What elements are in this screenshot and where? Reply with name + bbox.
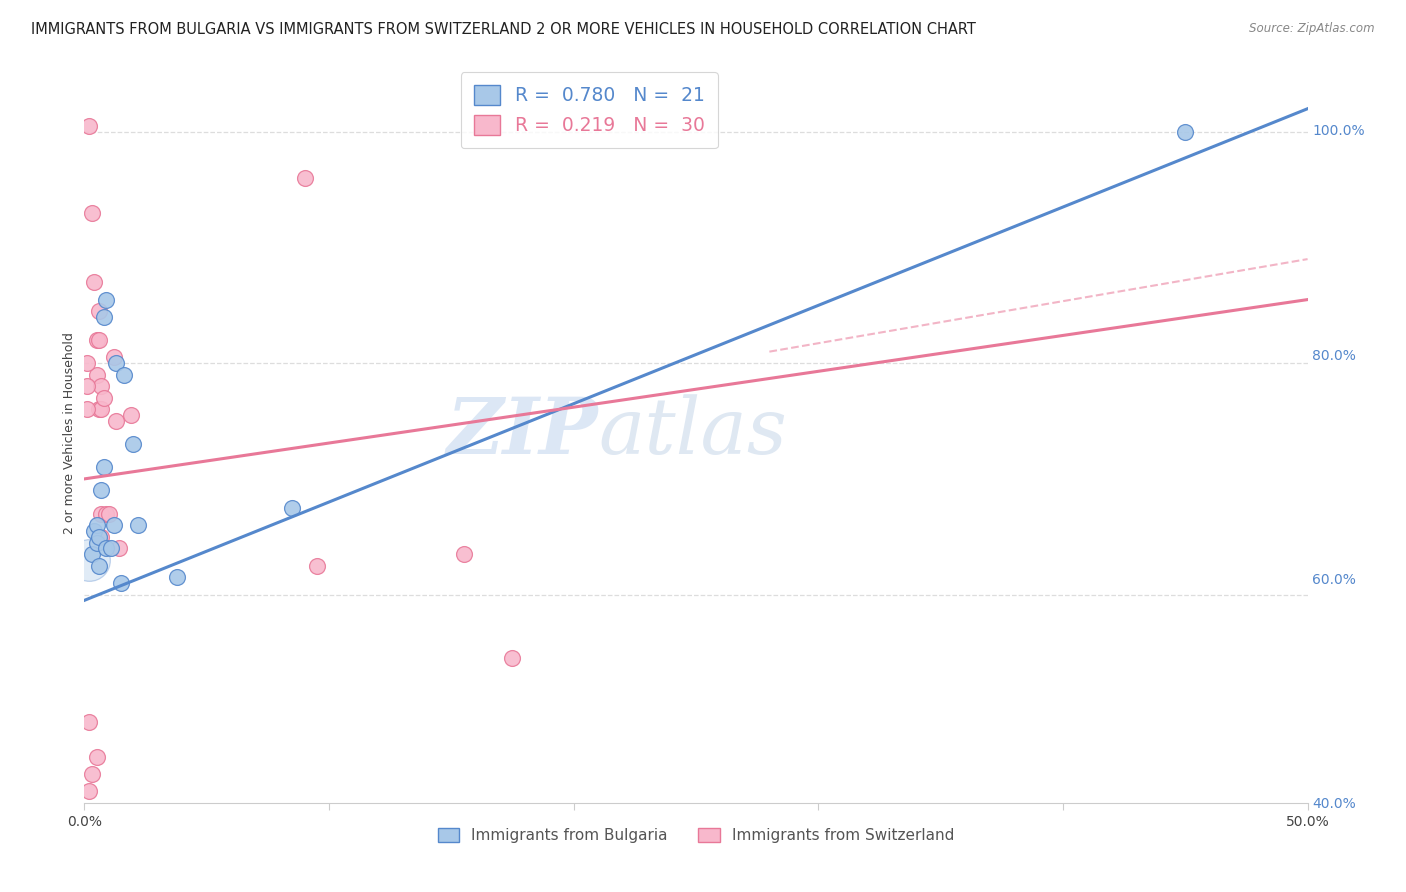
Point (97, 507, 120, 521)
Point (281, 500, 304, 515)
Point (96, 293, 118, 307)
Point (453, 547, 475, 561)
Point (103, 351, 125, 365)
Point (105, 356, 128, 370)
Point (86, 535, 108, 549)
Point (502, 651, 524, 665)
Point (103, 518, 125, 533)
Point (76, 379, 98, 393)
Point (93, 310, 115, 324)
Point (86, 333, 108, 347)
Point (87, 402, 110, 417)
Point (90, 402, 112, 417)
Point (1174, 125, 1197, 139)
Point (86, 518, 108, 533)
Point (90, 483, 112, 498)
Point (80, 767, 103, 781)
Point (96, 507, 118, 521)
Text: ZIP: ZIP (447, 394, 598, 471)
Point (107, 541, 129, 556)
Point (83, 275, 105, 289)
Point (86, 368, 108, 382)
Point (86, 749, 108, 764)
Y-axis label: 2 or more Vehicles in Household: 2 or more Vehicles in Household (63, 332, 76, 533)
Point (127, 518, 149, 533)
Point (90, 530, 112, 544)
Point (93, 391, 115, 405)
Text: Source: ZipAtlas.com: Source: ZipAtlas.com (1250, 22, 1375, 36)
Point (294, 171, 316, 186)
Text: atlas: atlas (598, 394, 787, 471)
Point (120, 409, 142, 423)
Point (305, 558, 328, 573)
Point (80, 206, 103, 220)
Point (93, 460, 115, 475)
Point (90, 507, 112, 521)
Point (77, 553, 100, 567)
Point (80, 547, 103, 561)
Point (77, 119, 100, 133)
Point (166, 570, 188, 584)
Text: IMMIGRANTS FROM BULGARIA VS IMMIGRANTS FROM SWITZERLAND 2 OR MORE VEHICLES IN HO: IMMIGRANTS FROM BULGARIA VS IMMIGRANTS F… (31, 22, 976, 37)
Point (87, 304, 110, 318)
Point (77, 784, 100, 798)
Point (87, 558, 110, 573)
Point (112, 368, 135, 382)
Point (76, 356, 98, 370)
Point (77, 714, 100, 729)
Point (90, 379, 112, 393)
Point (100, 541, 122, 556)
Point (76, 402, 98, 417)
Point (83, 524, 105, 538)
Point (96, 541, 118, 556)
Legend: Immigrants from Bulgaria, Immigrants from Switzerland: Immigrants from Bulgaria, Immigrants fro… (430, 821, 962, 851)
Point (122, 437, 145, 451)
Point (110, 576, 132, 591)
Point (87, 333, 110, 347)
Point (87, 530, 110, 544)
Point (105, 414, 128, 428)
